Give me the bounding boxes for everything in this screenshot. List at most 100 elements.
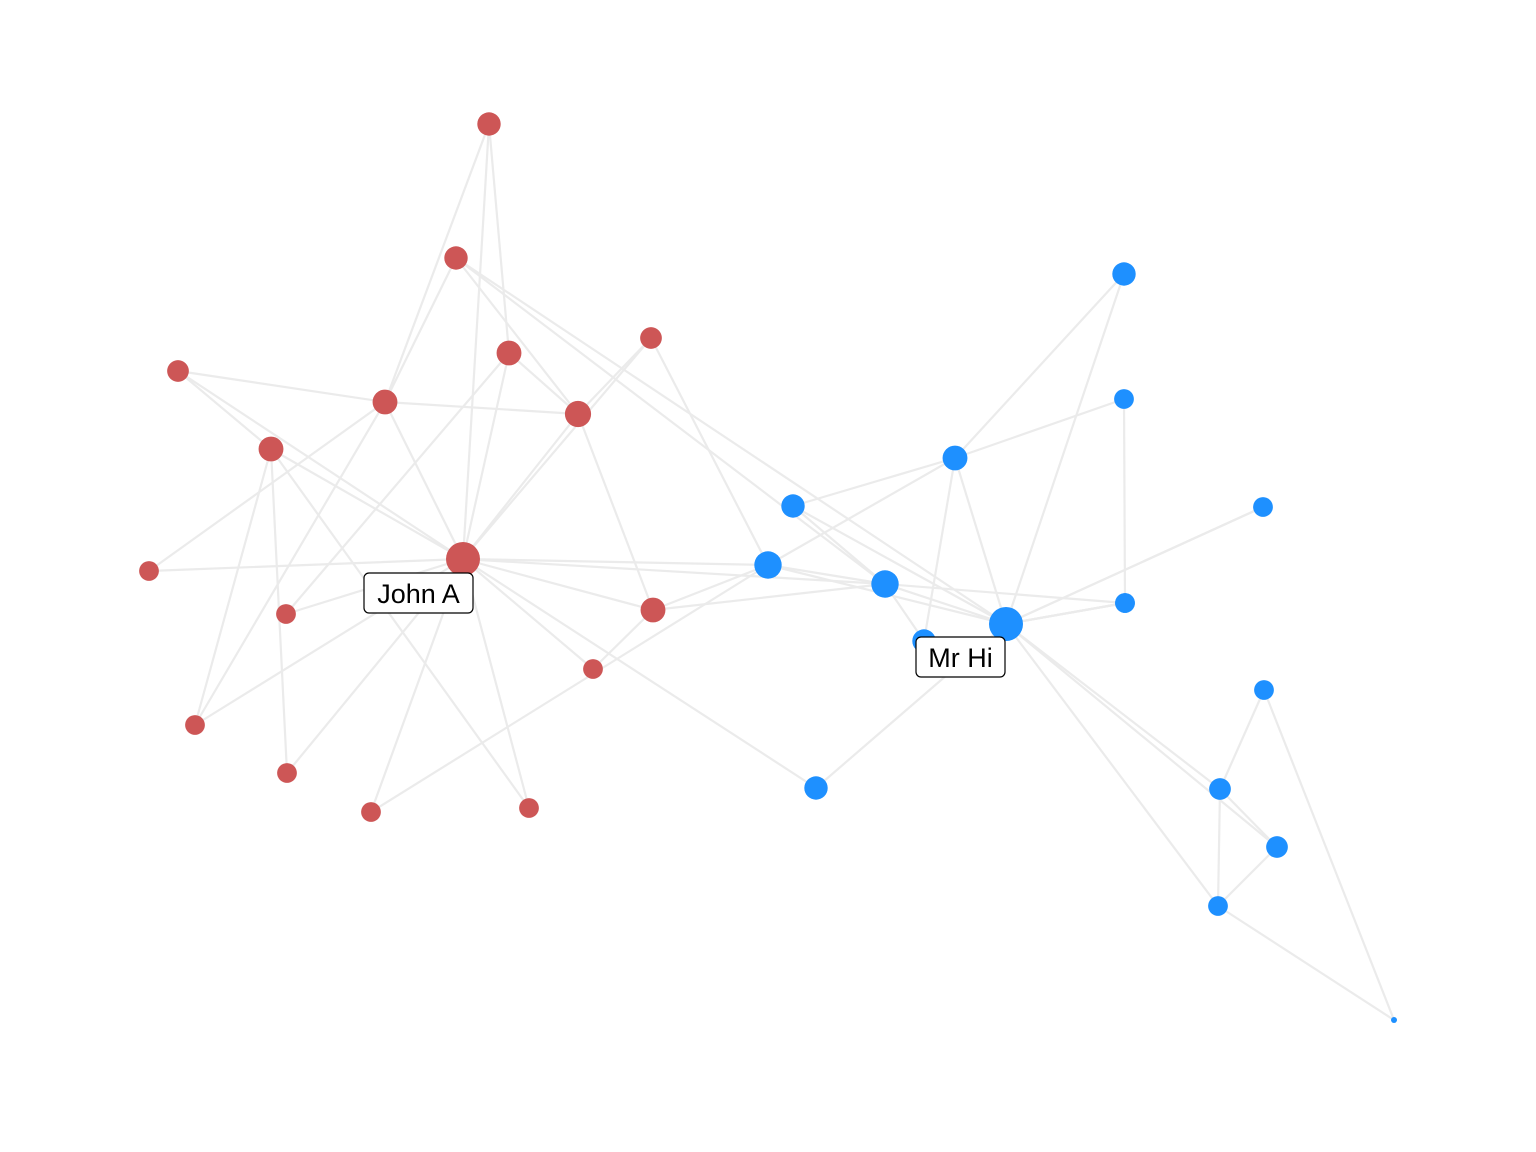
edge-n1-n17 (461, 557, 595, 671)
node-n33-mr-hi[interactable] (1254, 680, 1274, 700)
label-mr-hi-box (915, 636, 1006, 678)
edge-n1-n5 (461, 351, 511, 561)
node-n2-john-a[interactable] (372, 389, 398, 415)
node-n11-john-a[interactable] (139, 561, 159, 581)
node-n34-mr-hi[interactable] (1391, 1017, 1397, 1023)
edge-n17-n6 (591, 608, 655, 671)
edge-n1-n9 (176, 369, 465, 561)
label-john-a: John A (363, 572, 474, 614)
edge-n3-n6 (576, 412, 655, 612)
edge-n32-n18 (1004, 505, 1265, 626)
node-n30-mr-hi[interactable] (1114, 389, 1134, 409)
node-n14-john-a[interactable] (277, 763, 297, 783)
node-n1-john-a[interactable] (446, 542, 480, 576)
edge-n18-n26 (1004, 622, 1222, 791)
edge-n3-n7 (454, 256, 580, 416)
node-n17-john-a[interactable] (583, 659, 603, 679)
edge-n23-n21 (922, 456, 957, 643)
edge-n31-n18 (1004, 601, 1127, 626)
edge-n20-n29 (883, 582, 1127, 605)
edge-n18-n27 (1004, 622, 1279, 849)
node-n8-john-a[interactable] (477, 112, 501, 136)
edge-n3-n5 (507, 351, 580, 416)
edge-n4-n9 (176, 369, 273, 451)
edge-n1-n10 (461, 336, 653, 561)
label-mr-hi-text: Mr Hi (928, 643, 992, 673)
edge-n2-n7 (383, 256, 458, 404)
edge-n6-n20 (651, 582, 887, 612)
label-john-a-box (363, 572, 474, 614)
edge-n2-n3 (383, 400, 580, 416)
edge-n1-n2 (383, 400, 465, 561)
node-n22-mr-hi[interactable] (781, 494, 805, 518)
edge-n3-n10 (576, 336, 653, 416)
edge-n1-n16 (461, 557, 531, 810)
edge-n21-n30 (953, 397, 1126, 460)
edge-n18-n28 (1004, 622, 1220, 908)
edge-n16-n4 (269, 447, 531, 810)
edge-n29-n30 (1122, 397, 1127, 605)
node-n18-mr-hi[interactable] (989, 607, 1023, 641)
edge-n7-n18 (454, 256, 1008, 626)
node-n27-mr-hi[interactable] (1266, 836, 1288, 858)
edge-n6-n19 (651, 563, 770, 612)
edge-n1-n19 (461, 557, 770, 567)
node-n25-mr-hi[interactable] (804, 776, 828, 800)
edge-n19-n20 (766, 563, 887, 586)
node-n31-mr-hi[interactable] (1115, 593, 1135, 613)
edge-n33-n34 (1262, 688, 1396, 1022)
node-n12-john-a[interactable] (276, 604, 296, 624)
label-layer: John A Mr Hi (363, 572, 1006, 678)
node-n13-john-a[interactable] (185, 715, 205, 735)
label-mr-hi: Mr Hi (915, 636, 1006, 678)
node-n9-john-a[interactable] (167, 360, 189, 382)
edge-n2-n13 (193, 400, 387, 727)
edge-n2-n8 (383, 122, 491, 404)
edge-n1-n11 (147, 557, 465, 573)
edge-n1-n25 (461, 557, 818, 790)
node-n21-mr-hi[interactable] (942, 445, 968, 471)
node-n20-mr-hi[interactable] (871, 570, 899, 598)
edge-n1-n8 (461, 122, 491, 561)
label-john-a-text: John A (377, 579, 460, 609)
edge-n7-n20 (454, 256, 887, 586)
edge-n26-n33 (1218, 688, 1266, 791)
edge-n20-n18 (883, 582, 1008, 626)
edge-n21-n22 (791, 456, 957, 508)
edge-n1-n20 (461, 557, 887, 586)
edge-n2-n11 (147, 400, 387, 573)
node-n24-mr-hi[interactable] (1112, 262, 1136, 286)
edge-n2-n9 (176, 369, 387, 404)
edge-n5-n12 (284, 351, 511, 616)
edge-n26-n27 (1218, 787, 1279, 849)
node-n7-john-a[interactable] (444, 246, 468, 270)
node-n3-john-a[interactable] (564, 400, 592, 428)
edge-n18-n24 (1004, 272, 1126, 626)
edge-n22-n18 (791, 504, 1008, 626)
node-n10-john-a[interactable] (640, 327, 662, 349)
edge-n21-n18 (953, 456, 1008, 626)
node-n5-john-a[interactable] (496, 340, 522, 366)
node-n16-john-a[interactable] (519, 798, 539, 818)
edge-n26-n28 (1216, 787, 1222, 908)
edge-n1-n4 (269, 447, 465, 561)
node-n15-john-a[interactable] (361, 802, 381, 822)
edge-n1-n6 (461, 557, 655, 612)
edge-n10-n19 (649, 336, 770, 567)
edge-n19-n21 (766, 456, 957, 567)
edge-n27-n28 (1216, 845, 1279, 908)
node-n19-mr-hi[interactable] (754, 551, 782, 579)
node-n32-mr-hi[interactable] (1253, 497, 1273, 517)
node-n6-john-a[interactable] (640, 597, 666, 623)
node-n26-mr-hi[interactable] (1209, 778, 1231, 800)
node-n28-mr-hi[interactable] (1208, 896, 1228, 916)
node-n4-john-a[interactable] (258, 436, 284, 462)
edge-n5-n8 (487, 122, 511, 355)
node-layer (139, 112, 1397, 1023)
edge-n21-n24 (953, 272, 1126, 460)
edge-n28-n34 (1216, 904, 1396, 1022)
edge-n4-n13 (193, 447, 273, 727)
edge-n20-n22 (791, 504, 887, 586)
edge-n15-n19 (369, 563, 770, 814)
